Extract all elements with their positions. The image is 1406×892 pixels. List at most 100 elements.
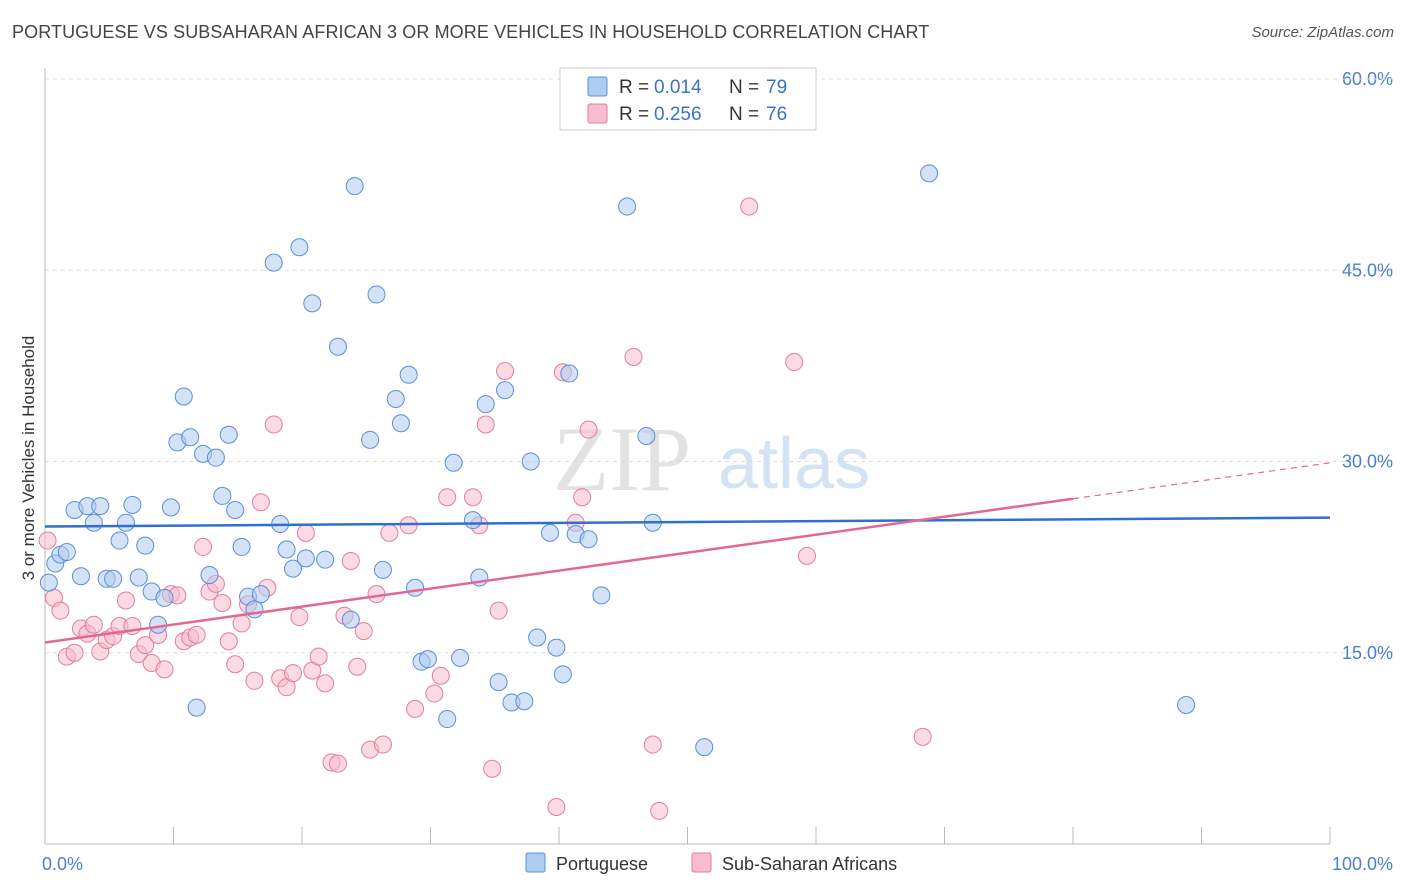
sub-saharan-point [496,361,515,380]
portuguese-point [528,628,547,647]
portuguese-point [541,523,560,542]
portuguese-point [521,452,540,471]
portuguese-point [695,738,714,757]
sub-saharan-point [232,614,251,633]
sub-saharan-point [341,551,360,570]
portuguese-point [476,395,495,414]
portuguese-point [277,540,296,559]
portuguese-point [637,427,656,445]
y-tick-label: 15.0% [1342,643,1393,663]
portuguese-point [618,197,637,216]
portuguese-point [303,294,322,313]
sub-saharan-point [476,415,495,434]
portuguese-point [579,530,598,549]
source-label: Source: ZipAtlas.com [1251,24,1394,41]
sub-saharan-point [348,657,367,676]
portuguese-point [290,238,309,257]
sub-saharan-point [354,622,373,641]
sub-saharan-point [155,660,174,679]
portuguese-point [226,500,245,519]
sub-saharan-point [264,415,283,434]
portuguese-point [129,568,148,587]
legend-series: Portuguese Sub-Saharan Africans [525,852,897,874]
sub-saharan-point [463,488,482,507]
portuguese-point [547,638,566,657]
sub-saharan-point [438,488,457,507]
legend-n-value-portuguese: 79 [766,77,787,98]
portuguese-point [39,573,58,592]
portuguese-point [438,710,457,729]
portuguese-point [592,586,611,605]
sub-saharan-point [650,801,669,820]
sub-saharan-point [136,636,155,655]
portuguese-point [264,253,283,272]
sub-saharan-point [489,601,508,620]
portuguese-point [174,387,193,406]
portuguese-point [560,364,579,383]
sub-saharan-point [425,684,444,703]
sub-saharan-point [194,537,213,556]
portuguese-point [444,453,463,472]
portuguese-point [123,495,142,514]
sub-saharan-point [38,531,57,550]
series-sub-saharan-points [38,197,932,820]
portuguese-point [116,513,135,532]
axis-ticks: 0.0% 100.0% [42,827,1393,874]
x-tick-label: 100.0% [1332,854,1393,874]
portuguese-point [920,164,939,183]
legend-swatch-sub-saharan [587,103,608,124]
grid-lines: 15.0%30.0%45.0%60.0% [45,69,1395,663]
sub-saharan-point [785,353,804,372]
legend-swatch-portuguese [587,76,608,97]
portuguese-point [219,425,238,444]
legend-n-label-portuguese: N = [729,77,759,98]
portuguese-point [406,578,425,597]
legend-r-value-sub-saharan: 0.256 [654,104,702,125]
portuguese-point [200,565,219,584]
legend-bottom-swatch-sub-saharan [691,852,712,873]
portuguese-point [341,610,360,629]
portuguese-point [110,531,129,550]
legend-stats: R = 0.014 N = 79 R = 0.256 N = 76 [559,67,817,131]
portuguese-point [1177,696,1196,715]
portuguese-point [213,486,232,505]
portuguese-point [187,698,206,717]
sub-saharan-point [380,523,399,542]
portuguese-point [296,549,315,568]
x-tick-label: 0.0% [42,854,83,874]
sub-saharan-point [226,655,245,674]
portuguese-point [284,559,303,578]
portuguese-point [104,569,123,588]
sub-saharan-point [643,735,662,754]
portuguese-point [251,585,270,604]
portuguese-point [418,650,437,669]
portuguese-point [367,285,386,304]
y-tick-label: 45.0% [1342,260,1393,280]
trend-line-sub-saharan [44,497,1074,644]
sub-saharan-point [65,643,84,662]
sub-saharan-point [740,197,759,216]
legend-bottom-label-portuguese: Portuguese [556,854,648,874]
sub-saharan-point [406,699,425,718]
portuguese-point [136,536,155,555]
sub-saharan-point [51,601,70,620]
sub-saharan-point [328,754,347,773]
legend-n-label-sub-saharan: N = [729,104,759,125]
sub-saharan-point [219,632,238,651]
y-tick-label: 30.0% [1342,452,1393,472]
sub-saharan-point [573,488,592,507]
portuguese-point [84,513,103,532]
sub-saharan-point [213,594,232,613]
sub-saharan-point [309,647,328,666]
legend-r-label-portuguese: R = [619,77,649,98]
sub-saharan-point [483,759,502,778]
sub-saharan-point [316,674,335,693]
chart-title: PORTUGUESE VS SUBSAHARAN AFRICAN 3 OR MO… [12,22,930,42]
portuguese-point [451,648,470,667]
portuguese-point [161,498,180,517]
watermark-atlas: atlas [718,424,870,504]
portuguese-point [515,692,534,711]
sub-saharan-point [624,347,643,366]
portuguese-point [245,600,264,619]
